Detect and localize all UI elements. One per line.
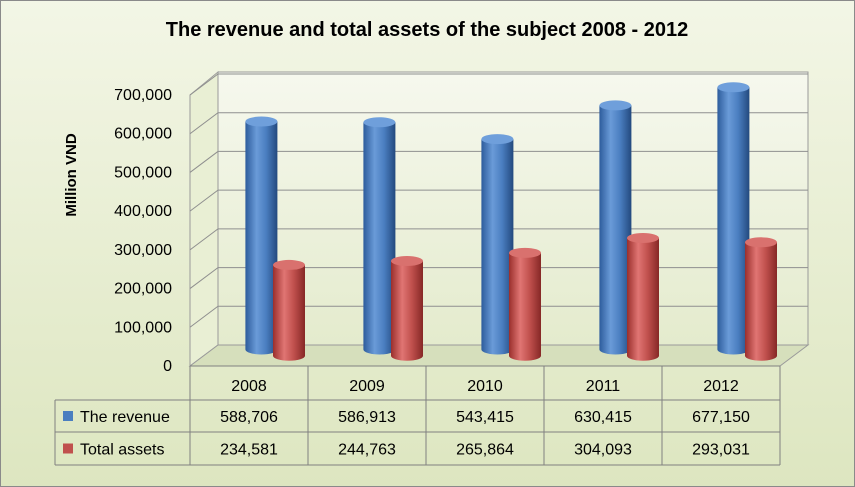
bar-body bbox=[391, 260, 423, 361]
y-tick-label: 500,000 bbox=[114, 164, 172, 181]
gridline bbox=[189, 73, 808, 96]
chart-title: The revenue and total assets of the subj… bbox=[166, 19, 688, 41]
bar-body bbox=[745, 242, 777, 361]
bar-revenue bbox=[363, 117, 396, 355]
bar-top bbox=[273, 259, 305, 270]
bar-top bbox=[745, 237, 777, 248]
y-tick-label: 600,000 bbox=[114, 126, 172, 143]
data-label: 293,031 bbox=[692, 442, 750, 459]
bar-body bbox=[363, 122, 396, 355]
legend-key bbox=[63, 443, 73, 454]
bar-body bbox=[273, 264, 305, 361]
data-label: 244,763 bbox=[338, 442, 396, 459]
bar-top bbox=[391, 255, 423, 266]
bars bbox=[245, 82, 777, 361]
bar-revenue bbox=[481, 134, 514, 355]
bar-total-assets bbox=[627, 233, 659, 361]
x-category-label: 2012 bbox=[703, 378, 739, 395]
bar-top bbox=[627, 233, 659, 244]
legend-label: The revenue bbox=[80, 409, 170, 426]
bar-total-assets bbox=[745, 237, 777, 361]
bar-revenue bbox=[245, 116, 278, 355]
y-tick-label: 700,000 bbox=[114, 87, 172, 104]
bar-body bbox=[245, 121, 278, 355]
y-tick-label: 300,000 bbox=[114, 242, 172, 259]
y-tick-label: 200,000 bbox=[114, 281, 172, 298]
bar-top bbox=[599, 100, 632, 111]
y-axis-label: Million VND bbox=[63, 133, 80, 216]
bar-revenue bbox=[717, 82, 750, 355]
legend-label: Total assets bbox=[80, 442, 164, 459]
data-label: 677,150 bbox=[692, 409, 750, 426]
bar-top bbox=[481, 134, 514, 145]
data-label: 630,415 bbox=[574, 409, 632, 426]
data-label: 304,093 bbox=[574, 442, 632, 459]
bar-total-assets bbox=[273, 259, 305, 361]
bar-top bbox=[245, 116, 278, 127]
bar-body bbox=[509, 252, 541, 361]
bar-body bbox=[627, 238, 659, 361]
bar-total-assets bbox=[391, 255, 423, 361]
data-label: 543,415 bbox=[456, 409, 514, 426]
y-tick-label: 100,000 bbox=[114, 319, 172, 336]
x-category-label: 2009 bbox=[349, 378, 385, 395]
data-table: 2008 2009 2010 2011 2012 The revenue 588,706 58… bbox=[54, 365, 781, 466]
x-category-label: 2011 bbox=[586, 378, 621, 395]
bar-body bbox=[599, 105, 632, 355]
data-label: 265,864 bbox=[456, 442, 514, 459]
y-tick-label: 0 bbox=[163, 358, 172, 375]
bar-body bbox=[717, 87, 750, 355]
data-label: 588,706 bbox=[220, 409, 278, 426]
y-tick-label: 400,000 bbox=[114, 203, 172, 220]
y-axis-ticks: 0 100,000 200,000 300,000 400,000 500,000 600,… bbox=[114, 87, 172, 375]
bar-body bbox=[481, 139, 514, 355]
data-label: 586,913 bbox=[338, 409, 396, 426]
bar-revenue bbox=[599, 100, 632, 355]
bar-top bbox=[717, 82, 750, 93]
x-category-label: 2010 bbox=[467, 378, 503, 395]
legend-key bbox=[63, 411, 73, 421]
bar-top bbox=[509, 247, 541, 258]
x-category-label: 2008 bbox=[231, 378, 267, 395]
data-label: 234,581 bbox=[220, 442, 278, 459]
bar-total-assets bbox=[509, 247, 541, 361]
bar-top bbox=[363, 117, 396, 128]
